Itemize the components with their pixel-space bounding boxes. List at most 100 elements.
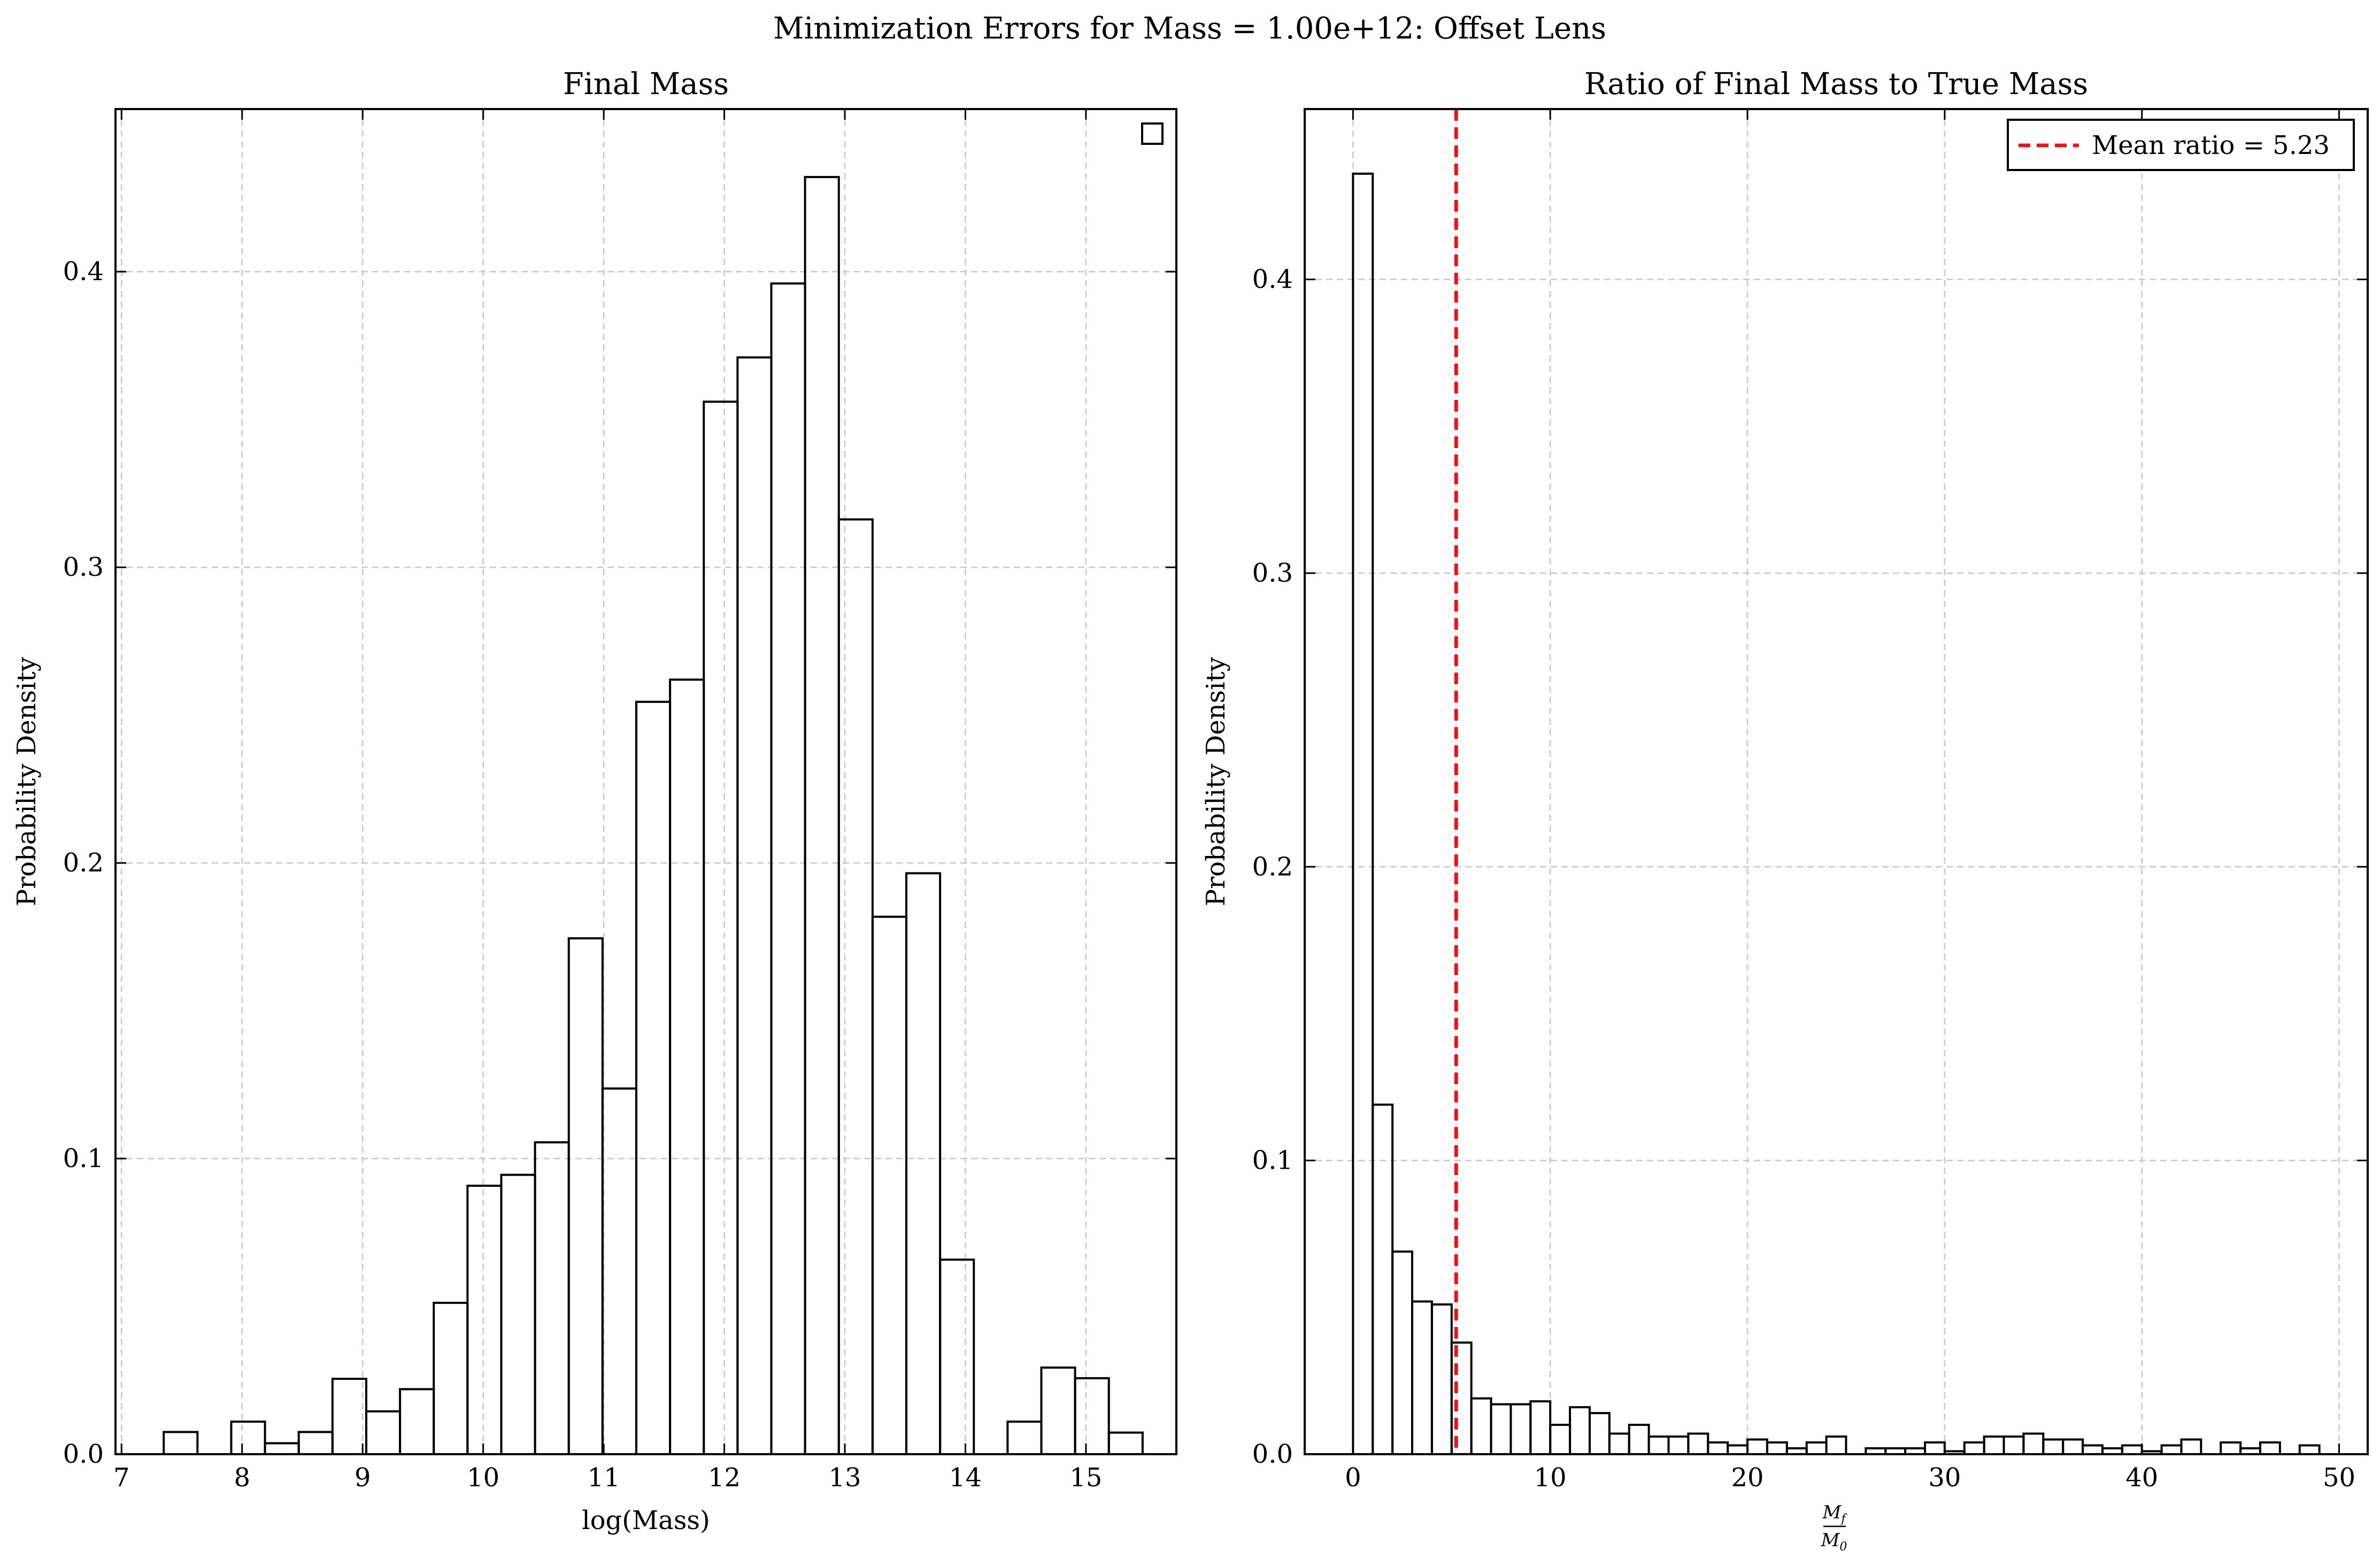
histogram-bar [1006,1421,1043,1454]
histogram-bar [163,1431,199,1454]
histogram-bar [2062,1438,2084,1454]
histogram-bar [230,1421,266,1454]
y-tick-label: 0.3 [1252,558,1293,588]
histogram-bar [1470,1397,1492,1454]
ticks-final-mass: 7 8 9 10 11 12 13 14 15 0.0 0.1 0.2 0.3 0.4 [63,109,1176,1493]
histogram-bar [837,518,874,1454]
panel-ratio: Ratio of Final Mass to True Mass 0 10 20 30… [1201,67,2369,1554]
histogram-bar [736,356,773,1454]
x-tick-label: 13 [828,1463,861,1493]
histogram-bar [1825,1435,1847,1454]
histogram-bar [1687,1432,1709,1454]
figure-suptitle: Minimization Errors for Mass = 1.00e+12:… [773,11,1606,46]
legend-mean-ratio-label: Mean ratio = 5.23 [2092,130,2330,160]
y-tick-label: 0.1 [63,1144,104,1174]
histogram-bar [1569,1406,1591,1454]
histogram-bar [1411,1300,1433,1454]
histogram-bar [331,1377,367,1454]
histogram-bar [1766,1441,1788,1454]
histogram-bar [1509,1403,1532,1454]
grid-ratio [1305,109,2368,1455]
histogram-bar [567,937,604,1454]
histogram-bar [1608,1432,1630,1454]
x-tick-label: 10 [467,1463,499,1493]
histogram-bar [939,1259,975,1454]
histogram-bar [601,1087,637,1454]
panel-title-ratio: Ratio of Final Mass to True Mass [1584,67,2088,102]
histogram-bar [1963,1441,1985,1454]
y-axis-label-final-mass: Probability Density [12,657,42,906]
histogram-bar [1430,1303,1453,1454]
histogram-bar [1805,1441,1828,1454]
histogram-bar [433,1301,469,1454]
x-axis-label-final-mass: log(Mass) [582,1506,710,1535]
x-tick-label: 11 [588,1463,620,1493]
x-tick-label: 9 [355,1463,371,1493]
panel-title-final-mass: Final Mass [563,67,729,102]
histogram-bar [1074,1377,1110,1454]
y-tick-label: 0.0 [1252,1439,1293,1469]
histogram-bar [770,282,806,1454]
histogram-bar [2082,1444,2104,1454]
y-axis-label-ratio: Probability Density [1201,657,1231,906]
histogram-bar [804,176,840,1454]
x-label-denominator: M0 [1821,1530,1847,1554]
histogram-bar [2042,1438,2065,1454]
histogram-bar [1727,1444,1749,1454]
panel-final-mass: Final Mass 7 8 9 10 11 12 13 14 15 0.0 0.1 0.2 0.3 0.… [12,67,1177,1535]
x-label-numerator: Mf [1822,1502,1848,1526]
histogram-bar [297,1431,334,1454]
histogram-bar [905,872,942,1454]
x-tick-label: 0 [1345,1463,1361,1493]
histogram-bar [1628,1424,1650,1454]
axes-frame-final-mass [114,108,1177,1455]
histogram-bar [1588,1412,1611,1454]
x-tick-label: 40 [2125,1463,2158,1493]
x-tick-label: 50 [2323,1463,2355,1493]
x-tick-label: 7 [113,1463,130,1493]
histogram-bar [1647,1435,1670,1454]
histogram-bar [1746,1438,1768,1454]
y-tick-label: 0.1 [1252,1146,1293,1176]
histogram-bar [871,915,907,1454]
histogram-bar [1352,172,1374,1454]
legend-handle-box [1141,122,1164,145]
y-tick-label: 0.3 [63,552,104,582]
histogram-bar [2259,1441,2281,1454]
histogram-bar [1549,1424,1572,1454]
histogram-bar [1490,1403,1512,1454]
histogram-bar [1667,1435,1690,1454]
legend-ratio: Mean ratio = 5.23 [2007,119,2355,171]
histogram-bar [669,678,705,1454]
histogram-bar [264,1442,300,1454]
legend-final-mass [1141,122,1164,145]
histogram-bar [703,400,739,1454]
histogram-bar [2180,1438,2202,1454]
grid-final-mass [115,109,1176,1455]
histogram-bar [2160,1444,2183,1454]
y-tick-label: 0.4 [1252,265,1293,295]
x-tick-label: 30 [1928,1463,1961,1493]
y-tick-label: 0.4 [63,257,104,287]
histogram-bar [1923,1441,1946,1454]
histogram-bar [1040,1366,1076,1454]
histogram-bar [2220,1441,2242,1454]
histogram-ratio [1352,109,2321,1454]
x-tick-label: 8 [234,1463,250,1493]
y-tick-label: 0.2 [63,848,104,878]
histogram-bar [2002,1435,2025,1454]
axes-frame-ratio [1304,108,2369,1455]
histogram-bar [466,1184,503,1454]
y-tick-label: 0.0 [63,1439,104,1469]
ticks-ratio: 0 10 20 30 40 50 0.0 0.1 0.2 0.3 0.4 [1252,109,2368,1493]
x-tick-label: 10 [1534,1463,1567,1493]
x-tick-label: 12 [708,1463,741,1493]
x-tick-label: 20 [1731,1463,1763,1493]
histogram-bar [365,1410,402,1454]
histogram-bar [1529,1400,1552,1454]
histogram-bar [2121,1444,2143,1454]
histogram-bar [2298,1444,2321,1454]
histogram-bar [1372,1103,1394,1454]
x-tick-label: 15 [1069,1463,1102,1493]
